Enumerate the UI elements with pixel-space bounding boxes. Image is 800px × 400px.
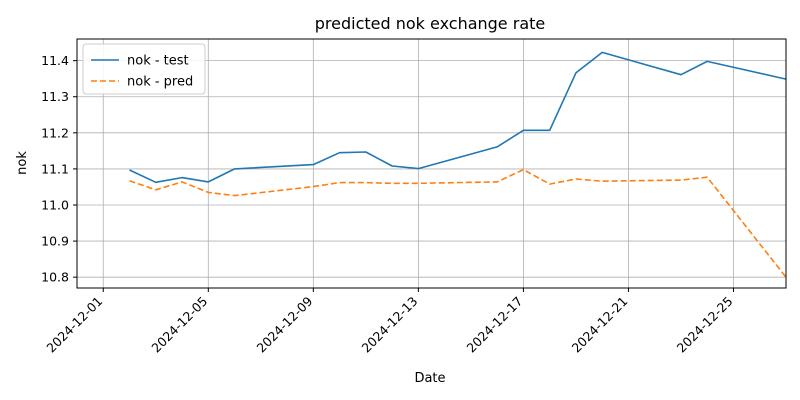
legend: nok - test nok - pred	[82, 43, 206, 95]
legend-label: nok - pred	[127, 75, 193, 90]
y-tick-label: 11.3	[41, 89, 69, 104]
y-tick-label: 11.4	[41, 53, 69, 68]
y-tick-label: 10.9	[41, 234, 69, 249]
grid	[77, 39, 786, 288]
chart-title: predicted nok exchange rate	[315, 14, 545, 33]
y-tick-label: 11.0	[41, 198, 69, 213]
series-line-test	[129, 51, 787, 184]
y-tick-label: 10.8	[41, 270, 69, 285]
legend-label: nok - test	[127, 54, 189, 69]
x-axis-label: Date	[414, 371, 445, 386]
series-line-pred	[129, 168, 787, 278]
series-layer	[129, 51, 787, 278]
y-axis-label: nok	[15, 151, 30, 175]
y-tick-label: 11.2	[41, 125, 69, 140]
y-tick-label: 11.1	[41, 161, 69, 176]
plot-frame	[76, 38, 787, 289]
